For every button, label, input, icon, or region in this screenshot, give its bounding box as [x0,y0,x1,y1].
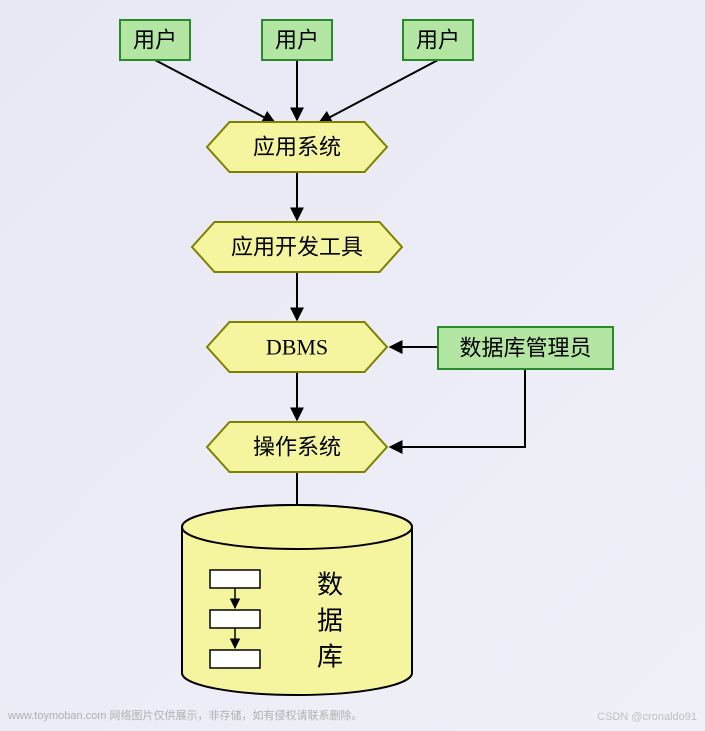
node-user2: 用户 [262,20,332,60]
node-user3-label: 用户 [416,28,460,53]
db-inner-rect-0 [210,570,260,588]
node-db-label-2: 库 [317,642,343,671]
node-dbms: DBMS [207,322,387,372]
edge-dba-os [390,369,525,447]
node-dev_tool: 应用开发工具 [192,222,402,272]
edge-user3-app_system [319,60,438,123]
db-inner-rect-1 [210,610,260,628]
db-inner-rect-2 [210,650,260,668]
node-dbms-label: DBMS [266,335,328,360]
nodes-group: 用户 用户 用户应用系统应用开发工具 DBMS 操作系统 数据库管理员数据库 [120,20,613,695]
node-db-label-1: 据 [317,606,343,635]
node-os: 操作系统 [207,422,387,472]
node-user2-label: 用户 [275,28,319,53]
node-app_system-label: 应用系统 [253,135,341,160]
watermark-right: CSDN @cronaldo91 [597,711,697,723]
node-app_system: 应用系统 [207,122,387,172]
node-dev_tool-label: 应用开发工具 [231,235,363,260]
node-dba: 数据库管理员 [438,327,613,369]
node-dba-label: 数据库管理员 [459,336,591,361]
node-os-label: 操作系统 [253,435,341,460]
node-user1: 用户 [120,20,190,60]
watermark-left: www.toymoban.com 网络图片仅供展示，非存储，如有侵权请联系删除。 [8,707,362,723]
node-user3: 用户 [403,20,473,60]
node-db-label-0: 数 [317,570,343,599]
edge-user1-app_system [155,60,275,123]
node-user1-label: 用户 [133,28,177,53]
node-db: 数据库 [182,505,412,695]
diagram-canvas: 用户 用户 用户应用系统应用开发工具 DBMS 操作系统 数据库管理员数据库 [0,0,705,731]
